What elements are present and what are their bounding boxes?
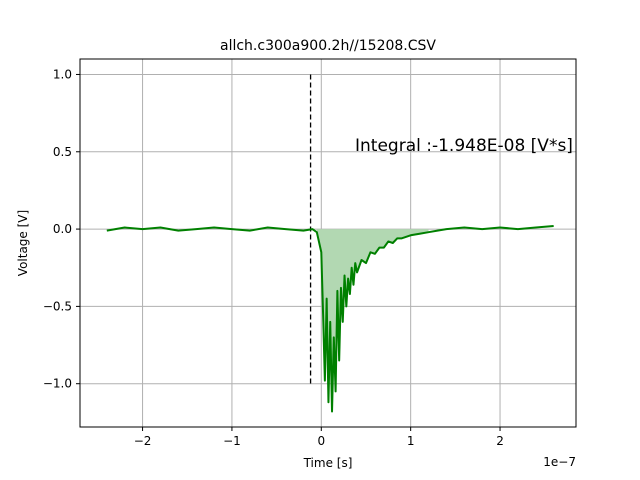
y-tick-label-2: 0.0	[53, 222, 72, 236]
x-tick-label-3: 1	[407, 434, 415, 448]
x-axis-label: Time [s]	[303, 456, 353, 470]
plot-frame	[79, 58, 577, 428]
chart-title: allch.c300a900.2h//15208.CSV	[220, 38, 436, 54]
x-axis-offset-label: 1e−7	[543, 455, 576, 469]
y-tick-label-3: 0.5	[53, 145, 72, 159]
x-tick-label-1: −1	[223, 434, 241, 448]
y-ticks: −1.0 −0.5 0.0 0.5 1.0	[43, 67, 80, 391]
y-tick-label-1: −0.5	[43, 299, 72, 313]
x-ticks: −2 −1 0 1 2	[134, 427, 504, 448]
voltage-series-line	[106, 224, 554, 413]
x-tick-label-0: −2	[134, 434, 152, 448]
integral-annotation: Integral :-1.948E-08 [V*s]	[355, 136, 573, 156]
y-axis-label: Voltage [V]	[16, 210, 30, 276]
x-tick-label-4: 2	[496, 434, 504, 448]
x-tick-label-2: 0	[317, 434, 325, 448]
series-group	[106, 224, 554, 413]
y-tick-label-0: −1.0	[43, 377, 72, 391]
y-tick-label-4: 1.0	[53, 67, 72, 81]
